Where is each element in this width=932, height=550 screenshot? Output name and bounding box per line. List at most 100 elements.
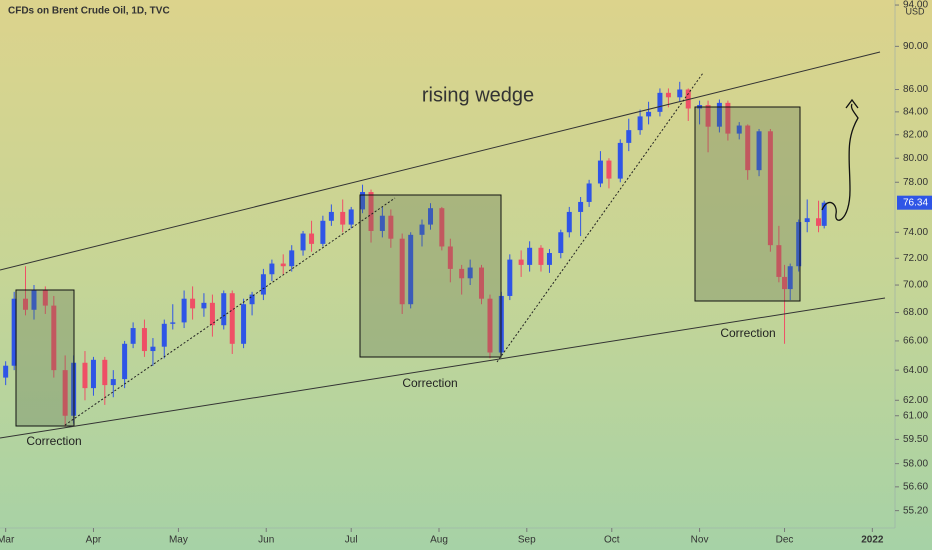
projection-arrow xyxy=(821,103,859,221)
y-tick-label: 64.00 xyxy=(903,365,928,376)
candle-body xyxy=(756,131,762,171)
candle-body xyxy=(419,224,425,235)
candle-body xyxy=(518,259,524,265)
candle-body xyxy=(22,298,28,310)
y-tick-label: 82.00 xyxy=(903,129,928,140)
y-tick-label: 58.00 xyxy=(903,458,928,469)
candle-body xyxy=(3,365,9,378)
y-tick-label: 90.00 xyxy=(903,41,928,52)
candle-body xyxy=(617,142,623,179)
candle-body xyxy=(408,234,414,305)
candle-body xyxy=(439,208,445,247)
candle-body xyxy=(289,250,295,267)
candle-body xyxy=(796,222,802,267)
wedge-lower-line xyxy=(0,297,886,439)
candle-body xyxy=(558,232,564,254)
candle-body xyxy=(122,343,128,380)
candle-body xyxy=(42,290,48,306)
candle-body xyxy=(467,267,473,279)
drawings xyxy=(15,106,801,427)
annotation: Correction xyxy=(26,434,81,448)
candle-body xyxy=(388,215,394,239)
correction-box xyxy=(359,194,502,358)
y-tick-label: 55.20 xyxy=(903,505,928,516)
candle-body xyxy=(241,304,247,344)
y-tick-label: 86.00 xyxy=(903,84,928,95)
x-tick-label: Apr xyxy=(86,535,102,546)
candle-body xyxy=(379,215,385,231)
candle-body xyxy=(745,125,751,171)
candle-body xyxy=(637,116,643,131)
trend-line xyxy=(496,72,704,363)
x-tick-label: 2022 xyxy=(861,535,884,546)
candle-body xyxy=(626,130,632,143)
x-tick-label: Nov xyxy=(691,535,709,546)
candle-body xyxy=(31,290,37,310)
candle-body xyxy=(368,192,374,231)
y-tick-label: 72.00 xyxy=(903,253,928,264)
candle-body xyxy=(646,111,652,117)
candle-body xyxy=(657,92,663,112)
correction-box xyxy=(15,289,75,427)
candle-body xyxy=(705,105,711,127)
candle-body xyxy=(110,379,116,386)
last-price-badge xyxy=(897,195,932,210)
candle-body xyxy=(578,201,584,212)
candle-body xyxy=(428,208,434,225)
y-tick-label: 62.00 xyxy=(903,395,928,406)
candle-body xyxy=(665,92,671,98)
candle-body xyxy=(459,268,465,279)
candle-body xyxy=(102,359,108,386)
candle-body xyxy=(478,267,484,299)
y-tick-label: 84.00 xyxy=(903,107,928,118)
candle-body xyxy=(538,247,544,265)
wedge-upper-line xyxy=(0,51,881,271)
y-tick-label: 59.50 xyxy=(903,434,928,445)
candle-body xyxy=(201,302,207,309)
candle-body xyxy=(821,202,827,226)
candle-body xyxy=(11,298,17,366)
x-tick-label: Mar xyxy=(0,535,15,546)
y-tick-label: 61.00 xyxy=(903,410,928,421)
chart-title: CFDs on Brent Crude Oil, 1D, TVC xyxy=(8,6,170,17)
y-tick-label: 68.00 xyxy=(903,307,928,318)
candle-body xyxy=(51,305,57,371)
candle-body xyxy=(150,346,156,352)
x-tick-label: Oct xyxy=(604,535,620,546)
candle-body xyxy=(447,246,453,269)
y-tick-label: 78.00 xyxy=(903,177,928,188)
candles xyxy=(3,81,827,427)
candle-body xyxy=(130,328,136,344)
candle-body xyxy=(716,102,722,127)
candle-body xyxy=(62,370,68,416)
x-tick-label: Sep xyxy=(518,535,536,546)
candle-body xyxy=(606,160,612,179)
candle-body xyxy=(260,274,266,295)
candle-body xyxy=(141,328,147,352)
trend-line xyxy=(64,197,396,426)
candle-body xyxy=(507,259,513,296)
x-tick-label: Jul xyxy=(345,535,358,546)
candle-body xyxy=(736,125,742,134)
candle-body xyxy=(320,220,326,244)
arrow-head xyxy=(845,98,859,109)
candle-body xyxy=(90,359,96,389)
x-tick-label: Jun xyxy=(258,535,274,546)
candle-body xyxy=(82,362,88,389)
correction-box xyxy=(694,106,801,302)
candle-body xyxy=(487,298,493,353)
candle-body xyxy=(767,131,773,246)
candle-body xyxy=(181,298,187,323)
candle-body xyxy=(249,294,255,305)
candle-body xyxy=(340,211,346,225)
candle-body xyxy=(527,247,533,265)
y-tick-label: 74.00 xyxy=(903,227,928,238)
annotation: Correction xyxy=(402,376,457,390)
candle-body xyxy=(170,322,176,324)
candle-body xyxy=(725,102,731,134)
candle-body xyxy=(300,233,306,251)
candle-body xyxy=(221,293,227,326)
y-tick-label: 66.00 xyxy=(903,336,928,347)
candle-body xyxy=(360,192,366,210)
